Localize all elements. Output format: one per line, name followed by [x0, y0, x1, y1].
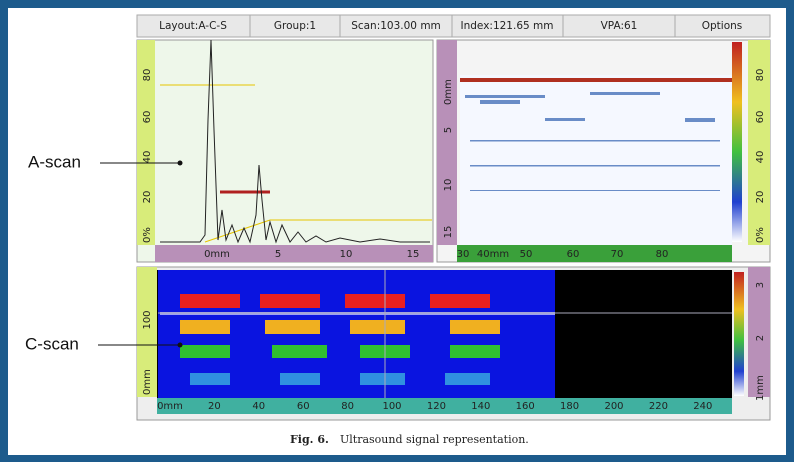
depth-tick: 2 [755, 335, 766, 341]
amplitude-ruler [748, 40, 770, 245]
a-scan-y-tick: 60 [142, 111, 153, 124]
c-scan-y-tick: 0mm [142, 369, 153, 395]
c-scan-x-tick: 220 [649, 401, 668, 412]
amplitude-tick: 40 [755, 151, 766, 164]
a-scan-y-tick: 20 [142, 191, 153, 204]
b-scan-x-ruler [457, 245, 732, 262]
c-scan-x-tick: 20 [208, 401, 221, 412]
toolbar-item[interactable]: VPA:61 [601, 20, 638, 32]
a-scan-panel [136, 39, 434, 263]
c-scan-x-tick: 180 [560, 401, 579, 412]
a-scan-x-ruler [155, 245, 433, 262]
caption-text: Ultrasound signal representation. [340, 433, 529, 446]
a-scan-ruler [137, 40, 155, 245]
toolbar-dividers [249, 15, 676, 37]
b-scan-x-tick: 70 [611, 249, 624, 260]
tcg-line [204, 219, 271, 243]
b-scan-x-tick: 60 [567, 249, 580, 260]
b-scan-ruler [437, 40, 457, 245]
c-scan-x-tick: 0mm [157, 401, 183, 412]
a-scan-label: A-scan [28, 152, 81, 171]
c-scan-x-tick: 40 [252, 401, 265, 412]
depth-ruler [748, 267, 770, 397]
a-scan-y-tick: 0% [142, 227, 153, 243]
c-scan-ruler [137, 267, 157, 397]
b-scan-x-tick: 30 [457, 249, 470, 260]
b-scan-streaks [465, 92, 720, 191]
b-scan-y-tick: 5 [443, 127, 454, 133]
b-scan-x-tick: 80 [656, 249, 669, 260]
amplitude-palette [732, 42, 742, 242]
toolbar [136, 14, 771, 38]
toolbar-item[interactable]: Index:121.65 mm [461, 20, 554, 32]
c-scan-x-tick: 200 [604, 401, 623, 412]
amplitude-tick: 80 [755, 69, 766, 82]
b-scan-y-tick: 15 [443, 226, 454, 239]
b-scan-x-tick: 40mm [477, 249, 509, 260]
a-scan-y-tick: 40 [142, 151, 153, 164]
c-scan-x-ruler [157, 398, 732, 414]
c-scan-y-tick: 100 [142, 310, 153, 329]
c-scan-x-tick: 100 [382, 401, 401, 412]
c-scan-x-tick: 120 [427, 401, 446, 412]
c-scan-x-tick: 60 [297, 401, 310, 412]
depth-tick: 1mm [755, 375, 766, 401]
b-scan-y-tick: 0mm [443, 79, 454, 105]
b-scan-reflector [460, 78, 732, 82]
depth-tick: 3 [755, 282, 766, 288]
a-scan-x-tick: 10 [340, 249, 353, 260]
toolbar-item[interactable]: Scan:103.00 mm [351, 20, 441, 32]
amplitude-tick: 60 [755, 111, 766, 124]
a-scan-x-tick: 5 [275, 249, 281, 260]
c-scan-x-tick: 240 [693, 401, 712, 412]
toolbar-item[interactable]: Layout:A-C-S [159, 20, 227, 32]
toolbar-item[interactable]: Group:1 [274, 20, 316, 32]
caption-label: Fig. 6. [290, 433, 329, 446]
c-scan-x-tick: 80 [341, 401, 354, 412]
a-scan-y-tick: 80 [142, 69, 153, 82]
b-scan-y-tick: 10 [443, 179, 454, 192]
b-scan-x-tick: 50 [520, 249, 533, 260]
a-scan-signal [160, 39, 430, 244]
c-scan-label: C-scan [25, 334, 79, 353]
amplitude-tick: 0% [755, 227, 766, 243]
c-scan-x-tick: 160 [516, 401, 535, 412]
depth-palette [734, 272, 744, 396]
a-scan-x-tick: 15 [407, 249, 420, 260]
a-scan-x-tick: 0mm [204, 249, 230, 260]
amplitude-tick: 20 [755, 191, 766, 204]
c-scan-x-tick: 140 [471, 401, 490, 412]
toolbar-item[interactable]: Options [702, 20, 743, 32]
